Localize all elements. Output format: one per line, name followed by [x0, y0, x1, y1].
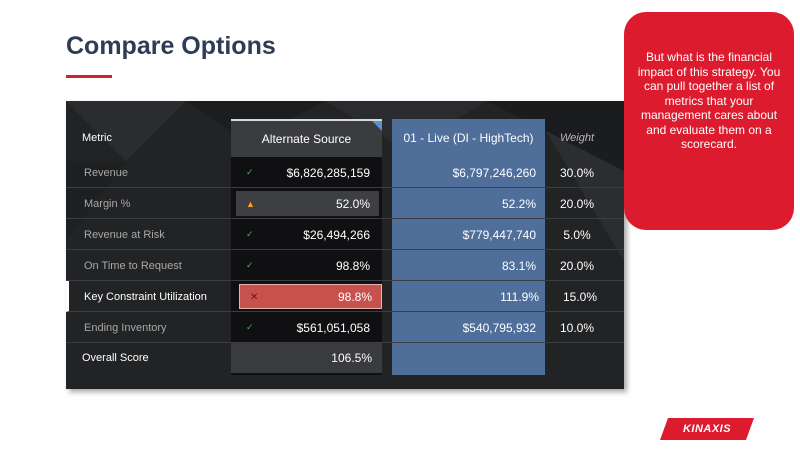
alternate-value-cell: ✓ 98.8%: [236, 253, 379, 278]
alternate-source-label: Alternate Source: [261, 132, 352, 146]
table-row[interactable]: Revenue ✓ $6,826,285,159 $6,797,246,260 …: [66, 157, 624, 188]
weight-value: 20.0%: [559, 196, 595, 211]
live-scenario-header[interactable]: 01 - Live (DI - HighTech): [392, 119, 545, 157]
check-icon: ✓: [246, 167, 254, 177]
alternate-value: 52.0%: [335, 196, 370, 211]
selected-corner-icon: [372, 121, 382, 131]
alternate-value-cell: ✓ $6,826,285,159: [236, 160, 379, 185]
weight-value: 10.0%: [559, 320, 595, 335]
kinaxis-logo: KINAXIS: [660, 418, 754, 440]
table-row[interactable]: On Time to Request ✓ 98.8% 83.1% 20.0%: [66, 250, 624, 281]
weight-value: 5.0%: [563, 227, 591, 242]
alternate-value-cell: ▲ 52.0%: [236, 191, 379, 216]
check-icon: ✓: [246, 322, 254, 332]
warning-icon: ▲: [246, 198, 255, 209]
metric-name: Key Constraint Utilization: [84, 290, 207, 303]
alternate-value: $561,051,058: [296, 320, 370, 335]
comparison-scorecard: Metric Alternate Source 01 - Live (DI - …: [66, 101, 624, 389]
alternate-column: [231, 119, 382, 375]
logo-text: KINAXIS: [682, 423, 732, 435]
table-row[interactable]: Margin % ▲ 52.0% 52.2% 20.0%: [66, 188, 624, 219]
weight-value: 30.0%: [559, 165, 595, 180]
alternate-value: $6,826,285,159: [286, 165, 370, 180]
alternate-value: 98.8%: [337, 289, 372, 304]
table-row-selected[interactable]: Key Constraint Utilization ✕ 98.8% 111.9…: [66, 281, 624, 312]
live-value: 83.1%: [501, 258, 536, 273]
live-scenario-label: 01 - Live (DI - HighTech): [403, 131, 534, 145]
metric-header: Metric: [82, 132, 112, 144]
alternate-value: 98.8%: [335, 258, 370, 273]
live-column: [392, 119, 545, 375]
alternate-value-cell: ✓ $26,494,266: [236, 222, 379, 247]
cross-icon: ✕: [250, 292, 259, 303]
overall-score-alternate: 106.5%: [231, 343, 382, 373]
metric-name: Ending Inventory: [84, 321, 167, 334]
alternate-value: $26,494,266: [303, 227, 370, 242]
logo-badge-icon: [660, 418, 754, 440]
alternate-value-cell: ✕ 98.8%: [239, 284, 382, 309]
overall-score-label: Overall Score: [82, 352, 149, 364]
weight-value: 20.0%: [559, 258, 595, 273]
callout-note: But what is the financial impact of this…: [624, 12, 794, 230]
live-value: 52.2%: [501, 196, 536, 211]
alternate-value-cell: ✓ $561,051,058: [236, 315, 379, 340]
overall-score-row: Overall Score 106.5%: [66, 343, 624, 373]
table-row[interactable]: Ending Inventory ✓ $561,051,058 $540,795…: [66, 312, 624, 343]
page-title: Compare Options: [66, 32, 276, 60]
metric-name: Revenue at Risk: [84, 228, 165, 241]
metric-name: Margin %: [84, 197, 131, 210]
check-icon: ✓: [246, 260, 254, 270]
weight-value: 15.0%: [562, 289, 598, 304]
metric-name: On Time to Request: [84, 259, 182, 272]
live-value: 111.9%: [500, 289, 539, 304]
metric-name: Revenue: [84, 166, 129, 179]
weight-header: Weight: [559, 132, 595, 144]
title-underline: [66, 75, 112, 78]
live-value: $540,795,932: [462, 320, 536, 335]
check-icon: ✓: [246, 229, 254, 239]
live-value: $6,797,246,260: [452, 165, 536, 180]
live-value: $779,447,740: [462, 227, 536, 242]
alternate-source-header[interactable]: Alternate Source: [231, 119, 382, 157]
table-row[interactable]: Revenue at Risk ✓ $26,494,266 $779,447,7…: [66, 219, 624, 250]
